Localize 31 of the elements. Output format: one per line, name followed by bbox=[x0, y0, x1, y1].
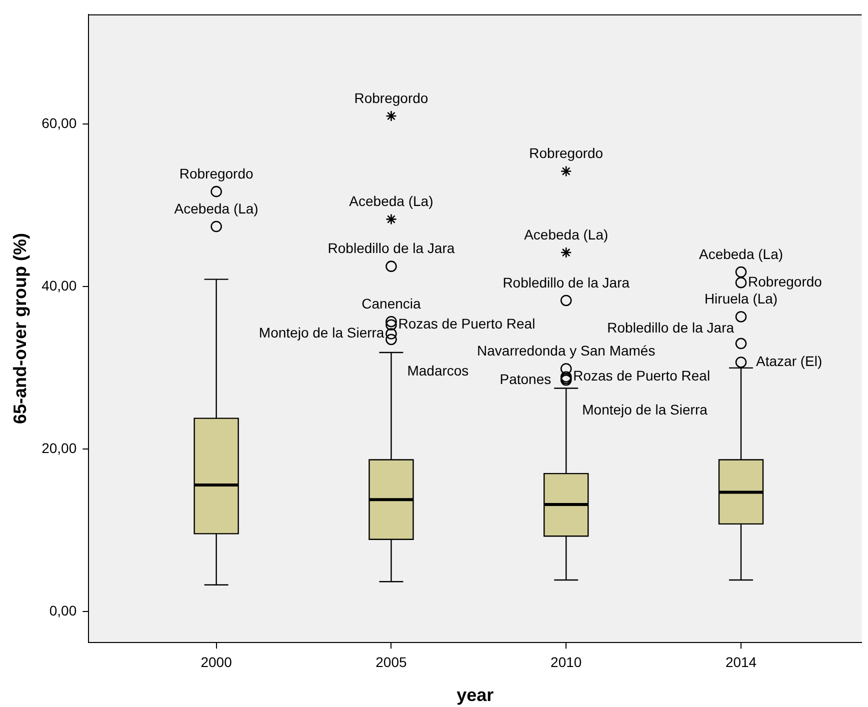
annotation: Acebeda (La) bbox=[174, 200, 258, 216]
annotation: Hiruela (La) bbox=[704, 290, 778, 307]
annotation: Robregordo bbox=[748, 273, 822, 290]
annotation: Robledillo de la Jara bbox=[502, 274, 630, 290]
y-tick-label: 20,00 bbox=[42, 440, 77, 456]
y-tick-label: 40,00 bbox=[42, 278, 77, 294]
annotation: Rozas de Puerto Real bbox=[573, 368, 710, 384]
annotation: Canencia bbox=[362, 295, 422, 312]
annotation: Patones bbox=[500, 370, 552, 387]
x-axis-title: year bbox=[456, 685, 494, 706]
annotation: Robledillo de la Jara bbox=[328, 240, 455, 256]
annotation: Acebeda (La) bbox=[524, 226, 608, 242]
annotation: Robledillo de la Jara bbox=[607, 319, 734, 336]
annotation: Acebeda (La) bbox=[698, 246, 784, 262]
annotation: Robregordo bbox=[354, 90, 428, 106]
annotation: Robregordo bbox=[529, 145, 604, 162]
annotation: Madarcos bbox=[407, 362, 469, 378]
annotation: Atazar (El) bbox=[756, 353, 822, 370]
y-axis-title: 65-and-over group (%) bbox=[10, 232, 30, 424]
annotation: Robregordo bbox=[179, 165, 254, 182]
annotation: Montejo de la Sierra bbox=[582, 401, 708, 418]
annotation: Rozas de Puerto Real bbox=[398, 316, 536, 332]
x-tick-label: 2000 bbox=[200, 654, 232, 670]
y-tick-label: 60,00 bbox=[42, 114, 77, 131]
x-tick-label: 2005 bbox=[376, 654, 407, 670]
annotation: Navarredonda y San Mamés bbox=[477, 342, 656, 359]
annotation: Acebeda (La) bbox=[349, 193, 434, 210]
x-tick-label: 2010 bbox=[550, 654, 582, 670]
annotation: Montejo de la Sierra bbox=[258, 324, 384, 341]
y-tick-label: 0,00 bbox=[49, 602, 77, 619]
x-tick-label: 2014 bbox=[725, 654, 757, 670]
